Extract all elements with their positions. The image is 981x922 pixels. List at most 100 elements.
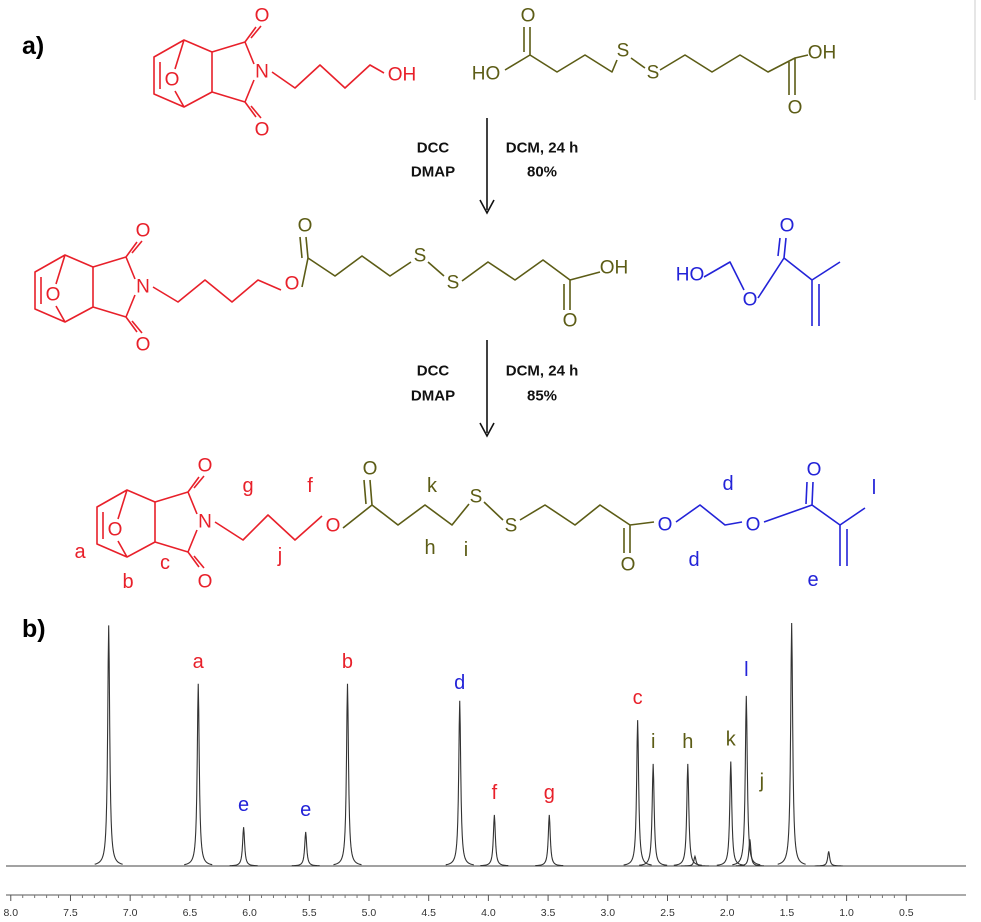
atom: O: [108, 520, 123, 541]
peak-label: f: [492, 782, 498, 804]
assignment: c: [160, 552, 170, 574]
panel-label: a): [22, 32, 44, 60]
assignment: d: [722, 473, 733, 495]
peak-label: g: [544, 782, 555, 804]
atom: OH: [808, 43, 837, 64]
peak: [480, 814, 509, 867]
atom: HO: [472, 64, 501, 85]
assignment: i: [464, 539, 468, 561]
x-tick-label: 3.5: [541, 907, 556, 919]
assignment: g: [242, 475, 253, 497]
x-tick-label: 6.0: [242, 907, 257, 919]
atom: O: [743, 290, 758, 311]
atom: O: [780, 216, 795, 237]
atom: N: [136, 277, 150, 298]
atom: O: [298, 216, 313, 237]
x-tick-label: 7.0: [123, 907, 138, 919]
atom: O: [136, 335, 151, 356]
reagent: DMAP: [411, 164, 455, 181]
bond: [299, 236, 601, 310]
atom: O: [621, 555, 636, 576]
atom: O: [285, 274, 300, 295]
x-tick-label: 1.0: [839, 907, 854, 919]
atom: O: [788, 98, 803, 119]
peak: [639, 763, 668, 866]
atom: O: [198, 456, 213, 477]
bond: [504, 27, 809, 95]
peak-label: l: [744, 659, 748, 681]
x-tick-label: 2.0: [720, 907, 735, 919]
atom: O: [807, 460, 822, 481]
atom: O: [136, 221, 151, 242]
x-tick-label: 2.5: [660, 907, 675, 919]
atom: N: [255, 62, 269, 83]
bond: [675, 481, 866, 566]
atom: S: [414, 246, 427, 267]
assignment: f: [307, 475, 313, 497]
yield: 85%: [527, 388, 557, 405]
bond: [152, 279, 282, 303]
atom: S: [617, 41, 630, 62]
peak: [94, 625, 123, 865]
arrow-head: [479, 199, 495, 215]
atom: O: [563, 311, 578, 332]
x-tick-label: 5.0: [362, 907, 377, 919]
peak-label: a: [193, 651, 205, 673]
assignment: b: [122, 571, 133, 593]
peak-label: d: [454, 672, 465, 694]
atom: S: [470, 487, 483, 508]
peak-label: b: [342, 651, 353, 673]
bond: [271, 64, 385, 89]
peak: [184, 683, 213, 866]
bond: [342, 479, 655, 553]
atom: OH: [600, 258, 629, 279]
x-tick-label: 0.5: [899, 907, 914, 919]
peak: [535, 814, 564, 867]
yield: 80%: [527, 164, 557, 181]
x-tick-label: 3.0: [600, 907, 615, 919]
peak-label: e: [300, 799, 311, 821]
peak-label: k: [726, 729, 737, 751]
conditions: DCM, 24 h: [506, 363, 579, 380]
conditions: DCM, 24 h: [506, 140, 579, 157]
assignment: d: [688, 549, 699, 571]
atom: S: [647, 63, 660, 84]
assignment: h: [424, 537, 435, 559]
peak-label: i: [651, 731, 655, 753]
atom: S: [447, 273, 460, 294]
peak: [445, 700, 474, 866]
peak: [732, 695, 761, 866]
atom: O: [658, 515, 673, 536]
peak-label: e: [238, 794, 249, 816]
peak: [814, 851, 843, 867]
peak: [735, 839, 764, 867]
atom: O: [165, 70, 180, 91]
reagent: DMAP: [411, 388, 455, 405]
x-tick-label: 7.5: [63, 907, 78, 919]
panel-label: b): [22, 615, 46, 643]
x-tick-label: 4.0: [481, 907, 496, 919]
bond: [703, 237, 841, 326]
atom: O: [363, 459, 378, 480]
assignment: a: [74, 541, 86, 563]
peak: [229, 827, 258, 867]
bond: [214, 514, 323, 541]
peak-label: c: [633, 687, 643, 709]
peak: [333, 683, 362, 866]
peak-label: h: [682, 731, 693, 753]
assignment: j: [277, 545, 282, 567]
peak: [680, 854, 709, 867]
x-tick-label: 8.0: [3, 907, 18, 919]
x-tick-label: 5.5: [302, 907, 317, 919]
assignment: e: [807, 569, 818, 591]
x-tick-label: 4.5: [421, 907, 436, 919]
peak: [673, 763, 702, 866]
atom: O: [255, 6, 270, 27]
atom: O: [198, 572, 213, 593]
arrow-head: [479, 422, 495, 438]
atom: O: [46, 285, 61, 306]
assignment: k: [427, 475, 438, 497]
nmr-spectrum: 8.0 7.5 7.0 6.5 6.0 5.5 5.0 4.5 4.0 3.5 3.0 2.5 2.0 1…: [3, 622, 966, 919]
peak-label: j: [759, 770, 764, 792]
